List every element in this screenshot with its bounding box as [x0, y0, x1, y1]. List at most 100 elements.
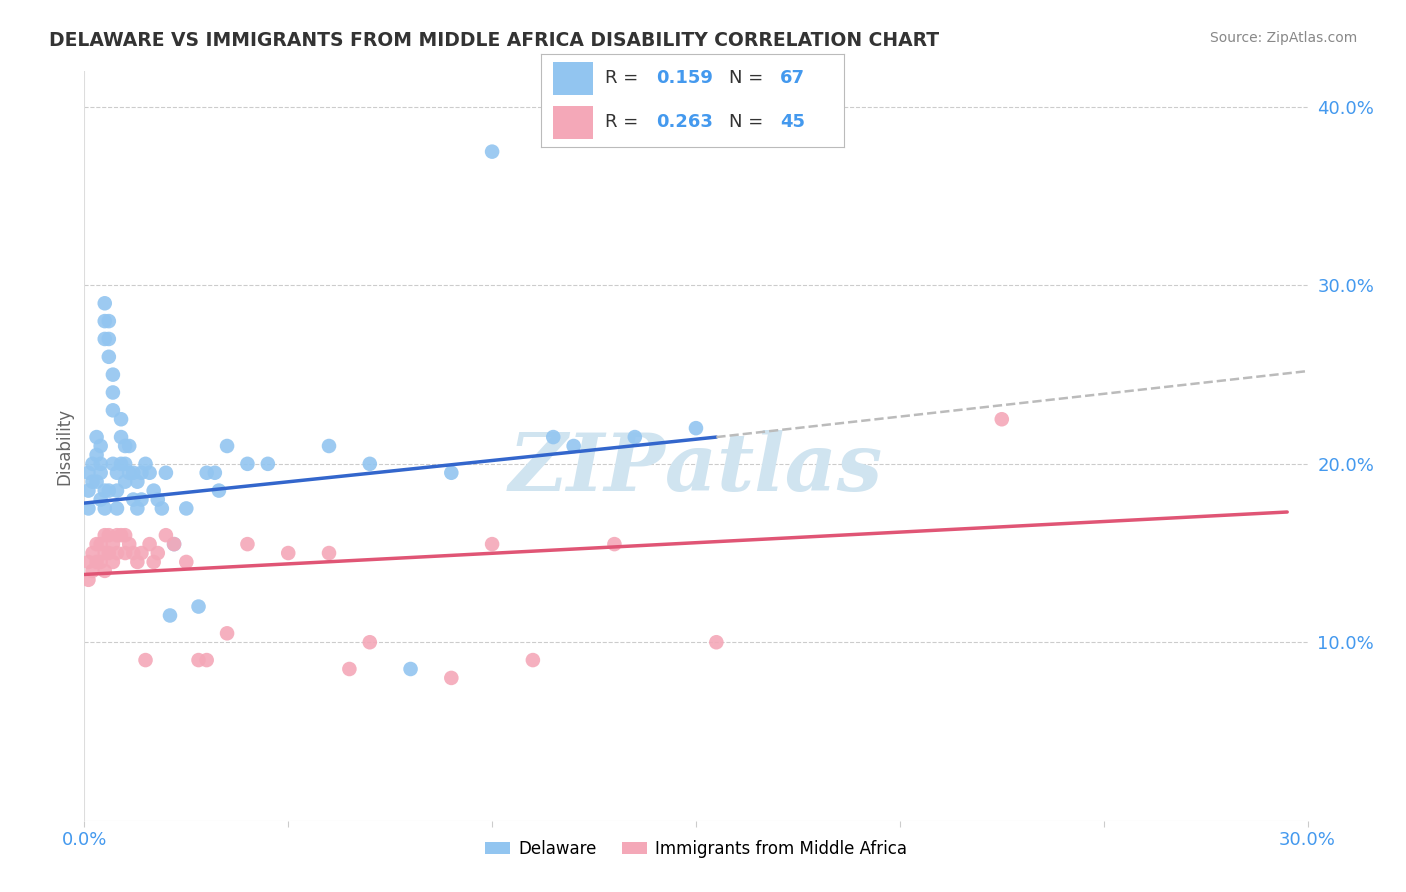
Text: Source: ZipAtlas.com: Source: ZipAtlas.com	[1209, 31, 1357, 45]
Point	[90, 537, 112, 551]
Point	[82, 457, 104, 471]
Point	[204, 466, 226, 480]
Point	[110, 528, 132, 542]
Point	[118, 537, 141, 551]
Point	[101, 385, 124, 400]
Point	[90, 492, 112, 507]
Point	[685, 421, 707, 435]
Point	[114, 475, 136, 489]
Point	[359, 635, 381, 649]
Point	[217, 439, 239, 453]
Y-axis label: Disability: Disability	[55, 408, 73, 484]
Point	[257, 457, 280, 471]
Point	[991, 412, 1014, 426]
Text: 0.263: 0.263	[657, 113, 713, 131]
Point	[93, 501, 115, 516]
Text: 45: 45	[780, 113, 806, 131]
Point	[174, 555, 197, 569]
Point	[131, 546, 153, 560]
Point	[90, 466, 112, 480]
Text: N =: N =	[728, 69, 769, 87]
Point	[399, 662, 422, 676]
Point	[114, 546, 136, 560]
FancyBboxPatch shape	[554, 62, 593, 95]
Point	[440, 671, 463, 685]
Point	[101, 368, 124, 382]
Point	[86, 537, 108, 551]
Point	[318, 546, 340, 560]
Text: ZIP​atlas: ZIP​atlas	[509, 430, 883, 508]
Point	[135, 457, 157, 471]
Point	[86, 448, 108, 462]
Point	[135, 653, 157, 667]
Point	[131, 492, 153, 507]
Point	[155, 528, 177, 542]
Point	[150, 501, 173, 516]
Point	[97, 314, 120, 328]
Point	[105, 466, 128, 480]
Point	[82, 564, 104, 578]
FancyBboxPatch shape	[554, 106, 593, 139]
Point	[127, 555, 149, 569]
Point	[101, 537, 124, 551]
Point	[114, 457, 136, 471]
Point	[481, 145, 503, 159]
Point	[138, 537, 160, 551]
Point	[114, 528, 136, 542]
Point	[624, 430, 647, 444]
Point	[93, 546, 115, 560]
Point	[97, 332, 120, 346]
Point	[110, 457, 132, 471]
Point	[236, 457, 259, 471]
Point	[187, 599, 209, 614]
Point	[105, 528, 128, 542]
Point	[93, 296, 115, 310]
Point	[562, 439, 585, 453]
Text: DELAWARE VS IMMIGRANTS FROM MIDDLE AFRICA DISABILITY CORRELATION CHART: DELAWARE VS IMMIGRANTS FROM MIDDLE AFRIC…	[49, 31, 939, 50]
Point	[122, 546, 145, 560]
Point	[174, 501, 197, 516]
Point	[97, 546, 120, 560]
Point	[86, 430, 108, 444]
Point	[481, 537, 503, 551]
Point	[114, 439, 136, 453]
Point	[77, 466, 100, 480]
Point	[97, 483, 120, 498]
Point	[543, 430, 565, 444]
Point	[359, 457, 381, 471]
Point	[217, 626, 239, 640]
Text: R =: R =	[605, 69, 644, 87]
Point	[97, 528, 120, 542]
Point	[138, 466, 160, 480]
Point	[195, 653, 218, 667]
Point	[522, 653, 544, 667]
Point	[93, 483, 115, 498]
Point	[118, 466, 141, 480]
Point	[90, 457, 112, 471]
Point	[86, 475, 108, 489]
Point	[277, 546, 299, 560]
Point	[146, 546, 169, 560]
Point	[155, 466, 177, 480]
Point	[90, 439, 112, 453]
Point	[97, 350, 120, 364]
Point	[339, 662, 361, 676]
Point	[77, 573, 100, 587]
Point	[440, 466, 463, 480]
Legend: Delaware, Immigrants from Middle Africa: Delaware, Immigrants from Middle Africa	[478, 833, 914, 864]
Point	[101, 403, 124, 417]
Text: N =: N =	[728, 113, 769, 131]
Point	[163, 537, 186, 551]
Point	[110, 430, 132, 444]
Point	[163, 537, 186, 551]
Point	[82, 475, 104, 489]
Point	[127, 501, 149, 516]
Point	[706, 635, 728, 649]
Point	[77, 483, 100, 498]
Point	[142, 483, 165, 498]
Point	[93, 528, 115, 542]
Point	[146, 492, 169, 507]
Point	[318, 439, 340, 453]
Point	[159, 608, 181, 623]
Point	[93, 332, 115, 346]
